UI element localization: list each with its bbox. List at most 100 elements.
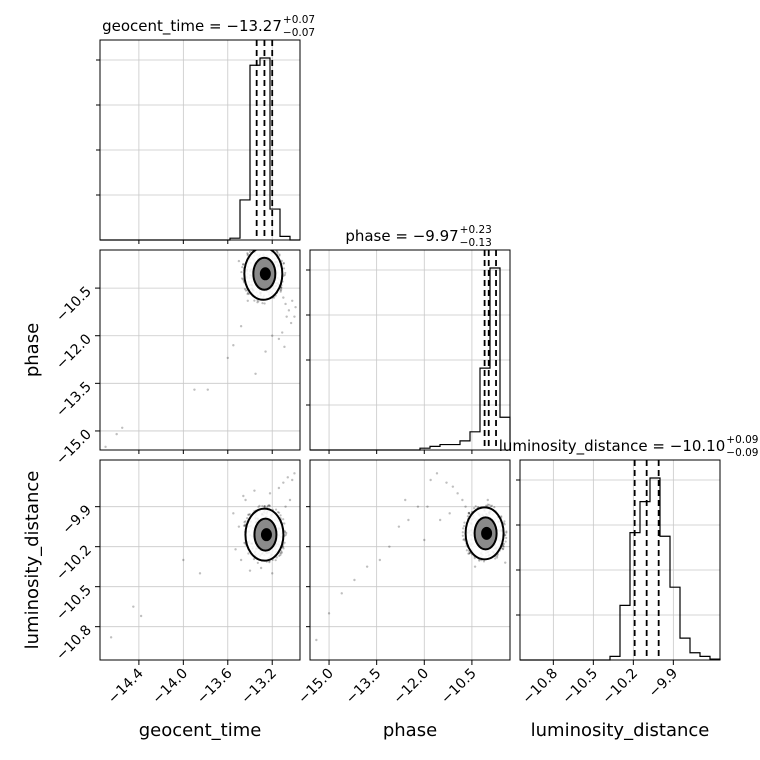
scatter-point [416,505,420,508]
scatter-point [267,504,270,507]
scatter-point [258,504,261,507]
scatter-point [505,536,508,540]
scatter-point [474,505,477,508]
scatter-point [365,565,369,568]
scatter-point [468,511,471,514]
scatter-point [261,504,264,508]
y-tick-label: −10.2 [53,542,95,584]
scatter-point [494,557,497,560]
scatter-point [259,244,261,246]
scatter-point [435,472,439,475]
scatter-point [291,299,294,302]
scatter-point [315,638,318,642]
scatter-point [482,560,486,563]
scatter-point [503,523,506,526]
scatter-point [256,301,259,304]
scatter-point [244,289,248,292]
scatter-point [246,252,249,255]
scatter-point [266,506,269,509]
hist-panel-luminosity_distance [516,459,721,661]
scatter-point [501,548,504,551]
scatter-point [284,533,288,536]
scatter-point [490,504,494,507]
scatter-point [464,505,467,508]
scatter-point [279,288,283,291]
scatter-point [438,518,442,522]
scatter-point [261,302,264,305]
scatter-point [241,265,244,269]
scatter-point [466,515,469,518]
scatter-point [465,549,468,552]
x-tick-label: −10.5 [560,666,602,708]
panel-title-phase: phase = −9.97 +0.23−0.13 [345,224,492,249]
density-group [315,472,508,642]
scatter-point [429,478,432,482]
scatter-point [263,505,266,508]
y-tick-label: −10.5 [53,582,95,624]
scatter-point [502,547,505,550]
title-sup: +0.23 [460,224,492,236]
scatter-point [461,498,464,502]
scatter-point [279,290,282,293]
scatter-point [243,288,247,291]
scatter-point [463,537,466,541]
scatter-point [288,498,292,502]
contour-core [260,528,272,542]
scatter-point [478,559,481,562]
x-tick-label: −9.9 [646,666,681,701]
scatter-point [284,505,287,508]
scatter-point [247,513,250,516]
scatter-point [237,259,241,263]
scatter-point [246,254,249,257]
scatter-point [423,538,426,542]
scatter-point [489,505,492,508]
scatter-point [278,254,281,257]
scatter-point [276,250,279,253]
scatter-point [243,521,246,524]
title-text: phase = −9.97 [345,227,458,245]
scatter-point [256,244,258,246]
scatter-point [283,273,287,276]
scatter-point [254,372,257,376]
scatter-point [407,518,410,522]
panel-frame [309,459,511,661]
scatter-point [472,507,476,510]
scatter-point [243,524,246,528]
scatter-point [247,513,251,516]
scatter-point [378,558,382,562]
x-tick-label: −12.0 [390,666,432,708]
scatter-point [121,426,124,429]
x-tick-label: −10.5 [438,666,480,708]
scatter-point [132,605,135,608]
scatter-point [282,262,285,265]
scatter-point [268,504,271,507]
scatter-point [486,498,489,502]
scatter-point [247,292,250,296]
scatter-point [284,271,287,275]
panel-frame [309,249,511,451]
scatter-point [263,505,266,508]
scatter-point [505,531,508,534]
scatter-point [264,246,266,248]
scatter-point [282,518,285,521]
scatter-point [467,511,471,515]
scatter-point [282,262,285,265]
scatter-point [242,524,246,527]
scatter-point [280,286,283,289]
scatter-point [285,531,288,535]
scatter-point [397,525,401,528]
scatter-point [206,388,209,391]
scatter-point [456,492,459,495]
density-group [109,472,296,639]
scatter-point [237,525,241,528]
scatter-point [294,305,297,309]
x-tick-label: −13.5 [343,666,385,708]
scatter-point [283,522,286,525]
scatter-point [274,508,278,511]
scatter-point [281,331,284,334]
histogram-step-geocent_time [100,57,300,241]
scatter-panel-geocent_time-luminosity_distance [99,459,301,661]
x-tick-label: −14.4 [105,665,147,707]
scatter-point [257,300,260,303]
scatter-point [193,388,196,391]
